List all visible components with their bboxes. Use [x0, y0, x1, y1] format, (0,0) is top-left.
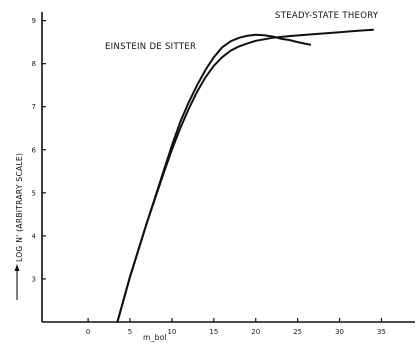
series-curves: [116, 28, 375, 323]
series-line-einstein-de-sitter: [116, 33, 312, 323]
y-axis-label: LOG N' (ARBITRARY SCALE): [15, 153, 24, 262]
tick-marks: 0 5 10 15 20 25 30 35 3 4 5 6 7 8 9: [32, 17, 386, 336]
y-tick-label: 8: [32, 60, 36, 68]
y-tick-label: 3: [32, 275, 36, 283]
x-tick-label: 15: [209, 328, 218, 336]
x-tick-label: 20: [251, 328, 260, 336]
x-tick-label: 0: [86, 328, 90, 336]
x-tick-label: 5: [128, 328, 132, 336]
x-tick-label: 30: [335, 328, 344, 336]
y-axis-arrow: [14, 264, 20, 300]
y-tick-label: 5: [32, 189, 36, 197]
y-tick-label: 4: [32, 232, 37, 240]
series-line-steady-state-theory: [116, 28, 375, 323]
x-tick-label: 10: [167, 328, 176, 336]
y-tick-label: 7: [32, 103, 36, 111]
y-tick-label: 6: [32, 146, 37, 154]
axes: [41, 12, 415, 323]
x-tick-label: 25: [293, 328, 302, 336]
series-label-einstein-de-sitter: EINSTEIN DE SITTER: [105, 42, 196, 52]
x-axis-label: m_bol: [143, 333, 167, 342]
x-tick-label: 35: [377, 328, 386, 336]
y-tick-label: 9: [32, 17, 36, 25]
series-label-steady-state-theory: STEADY-STATE THEORY: [275, 11, 379, 21]
